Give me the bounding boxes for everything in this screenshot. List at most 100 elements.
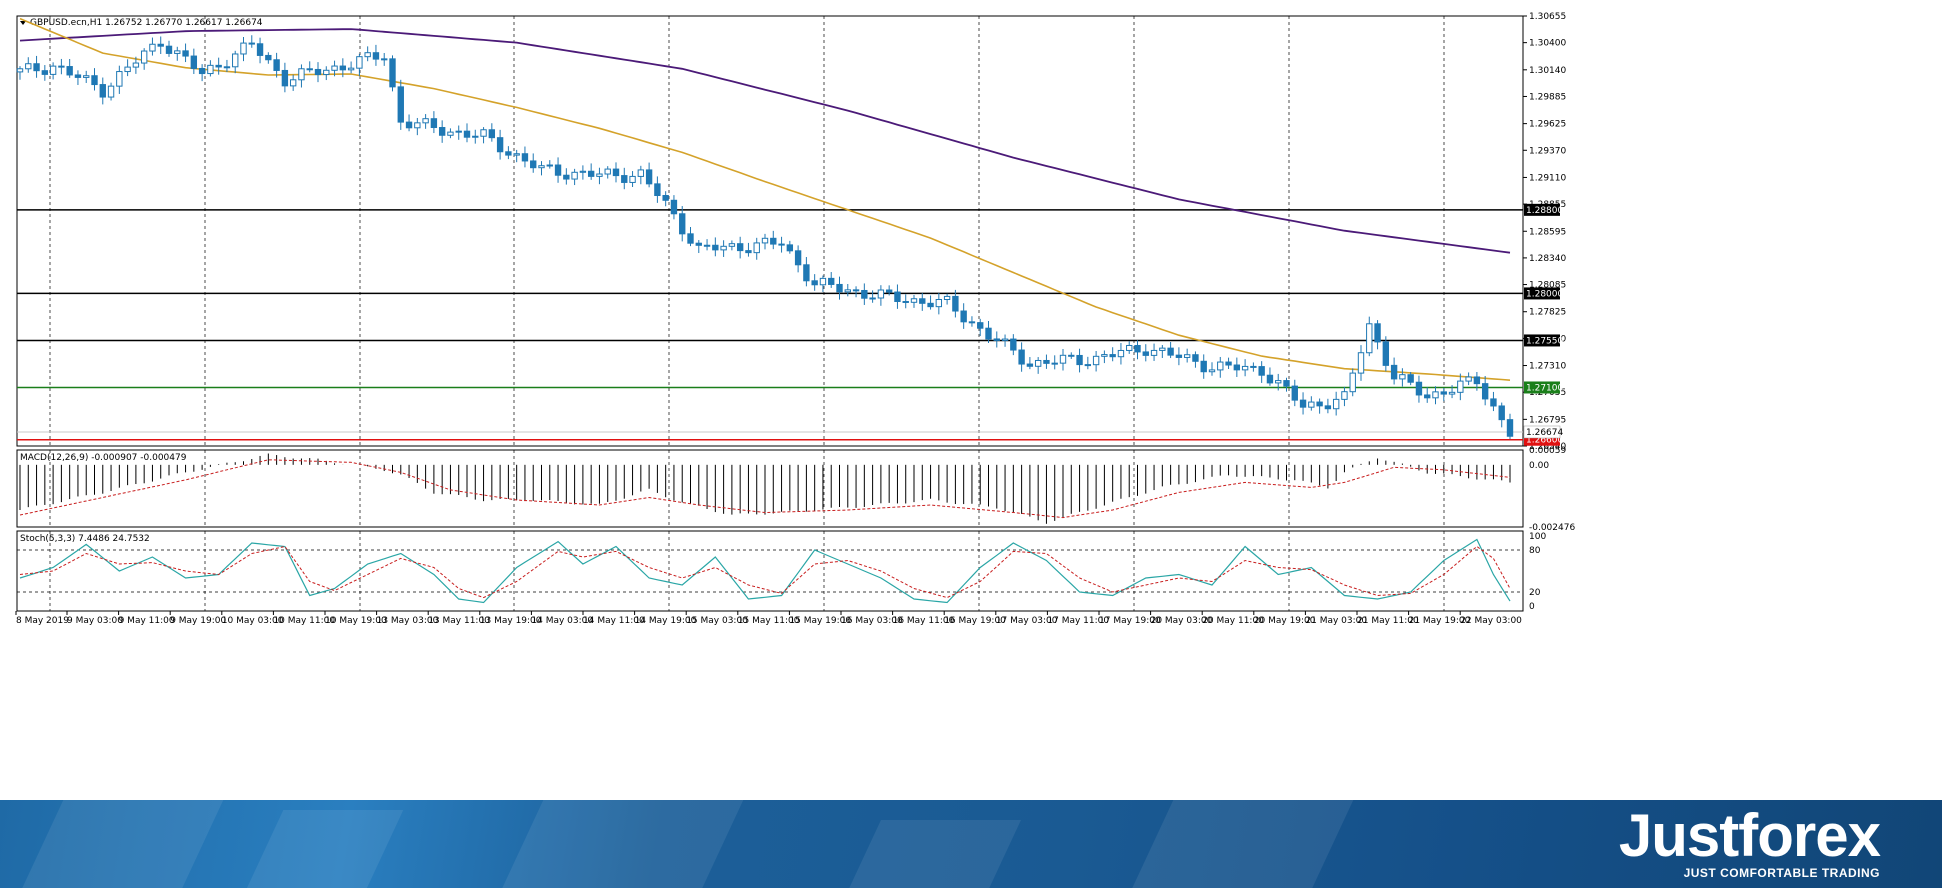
candle-body bbox=[819, 277, 827, 286]
candle-body bbox=[985, 327, 992, 340]
candle-body bbox=[960, 310, 967, 323]
candle-body bbox=[703, 244, 711, 247]
candle-body bbox=[654, 183, 661, 197]
candle-body bbox=[91, 75, 98, 86]
brand-tagline: JUST COMFORTABLE TRADING bbox=[1683, 866, 1880, 880]
candle-body bbox=[49, 65, 57, 75]
candle-body bbox=[1043, 359, 1050, 364]
candle-body bbox=[794, 250, 802, 266]
candle-body bbox=[736, 243, 744, 252]
candle-body bbox=[505, 151, 512, 156]
candle-body bbox=[372, 52, 380, 60]
candle-body bbox=[405, 121, 413, 129]
candle-body bbox=[289, 79, 297, 87]
candle-body bbox=[1192, 354, 1199, 362]
x-tick-label: 10 May 03:00 bbox=[222, 616, 284, 626]
candle-body bbox=[935, 299, 943, 308]
x-tick-label: 13 May 03:00 bbox=[377, 616, 439, 626]
candle-body bbox=[1473, 376, 1481, 385]
level-label-box bbox=[1524, 334, 1560, 347]
x-tick-label: 16 May 03:00 bbox=[841, 616, 903, 626]
candle-body bbox=[1159, 347, 1166, 351]
candle-body bbox=[58, 65, 65, 68]
candle-body bbox=[902, 300, 909, 303]
candle-body bbox=[1366, 323, 1373, 354]
x-tick-label: 20 May 11:00 bbox=[1202, 616, 1264, 626]
candle-body bbox=[786, 244, 794, 252]
candle-body bbox=[852, 289, 860, 292]
candle-body bbox=[637, 169, 645, 177]
candle-body bbox=[447, 131, 454, 136]
macd-y-label: 0.00059 bbox=[1529, 446, 1566, 456]
candle-body bbox=[1432, 391, 1439, 399]
stoch-y-label: 80 bbox=[1529, 546, 1541, 556]
candle-body bbox=[232, 53, 239, 68]
candle-body bbox=[41, 70, 49, 75]
candle-body bbox=[712, 244, 719, 251]
candle-body bbox=[621, 175, 628, 183]
candle-body bbox=[1059, 354, 1067, 364]
candle-body bbox=[1134, 344, 1141, 353]
candle-body bbox=[563, 174, 570, 180]
candle-body bbox=[223, 66, 231, 69]
candle-body bbox=[1506, 419, 1514, 437]
candle-body bbox=[430, 118, 438, 129]
stoch-y-label: 0 bbox=[1529, 602, 1535, 612]
price-y-label: 1.26795 bbox=[1529, 415, 1566, 425]
candle-body bbox=[861, 289, 868, 299]
candle-body bbox=[869, 297, 876, 300]
level-label: 1.28000 bbox=[1526, 289, 1563, 299]
candle-body bbox=[1357, 352, 1365, 374]
candle-body bbox=[1233, 364, 1241, 371]
candle-body bbox=[1150, 349, 1158, 356]
candle-body bbox=[952, 295, 959, 312]
price-y-label: 1.28085 bbox=[1529, 281, 1566, 291]
candle-body bbox=[720, 245, 727, 251]
brand-banner: Justforex JUST COMFORTABLE TRADING bbox=[0, 800, 1942, 888]
candle-body bbox=[1341, 391, 1348, 400]
candle-body bbox=[1001, 338, 1009, 341]
candle-body bbox=[579, 170, 587, 173]
candle-body bbox=[1109, 354, 1116, 358]
x-tick-label: 15 May 19:00 bbox=[789, 616, 851, 626]
level-label-box bbox=[1524, 381, 1560, 394]
candle-body bbox=[1291, 385, 1298, 401]
x-tick-label: 16 May 11:00 bbox=[893, 616, 955, 626]
symbol-header: GBPUSD.ecn,H1 1.26752 1.26770 1.26617 1.… bbox=[30, 18, 263, 28]
x-tick-label: 21 May 03:00 bbox=[1305, 616, 1367, 626]
candle-body bbox=[1399, 374, 1406, 380]
candle-body bbox=[778, 243, 785, 246]
candle-body bbox=[1026, 363, 1034, 367]
x-tick-label: 9 May 11:00 bbox=[119, 616, 175, 626]
x-tick-label: 20 May 19:00 bbox=[1254, 616, 1316, 626]
candle-body bbox=[1448, 391, 1456, 395]
candle-body bbox=[323, 69, 330, 76]
candle-body bbox=[207, 64, 214, 75]
candle-body bbox=[1076, 354, 1083, 366]
candle-body bbox=[1175, 354, 1183, 358]
x-tick-label: 13 May 19:00 bbox=[480, 616, 542, 626]
candle-body bbox=[977, 322, 984, 329]
candle-body bbox=[1101, 354, 1108, 357]
candle-body bbox=[397, 86, 404, 123]
candle-body bbox=[149, 43, 156, 52]
level-label: 1.27550 bbox=[1526, 336, 1563, 346]
candle-body bbox=[438, 127, 446, 136]
candle-body bbox=[306, 68, 313, 71]
x-tick-label: 9 May 19:00 bbox=[170, 616, 226, 626]
candle-body bbox=[298, 68, 305, 81]
candle-body bbox=[1208, 369, 1216, 373]
x-tick-label: 10 May 11:00 bbox=[273, 616, 335, 626]
candle-body bbox=[1126, 344, 1133, 351]
candle-body bbox=[596, 173, 603, 177]
stoch-y-label: 20 bbox=[1529, 588, 1541, 598]
candle-body bbox=[1332, 398, 1340, 410]
candle-body bbox=[339, 65, 347, 71]
bid-label: 1.26674 bbox=[1526, 428, 1563, 438]
candle-body bbox=[488, 129, 496, 139]
x-tick-label: 10 May 19:00 bbox=[325, 616, 387, 626]
macd-panel-frame bbox=[16, 449, 1524, 528]
x-tick-label: 8 May 2019 bbox=[16, 616, 69, 626]
macd-signal-line bbox=[19, 459, 1511, 519]
candle-body bbox=[927, 302, 934, 308]
